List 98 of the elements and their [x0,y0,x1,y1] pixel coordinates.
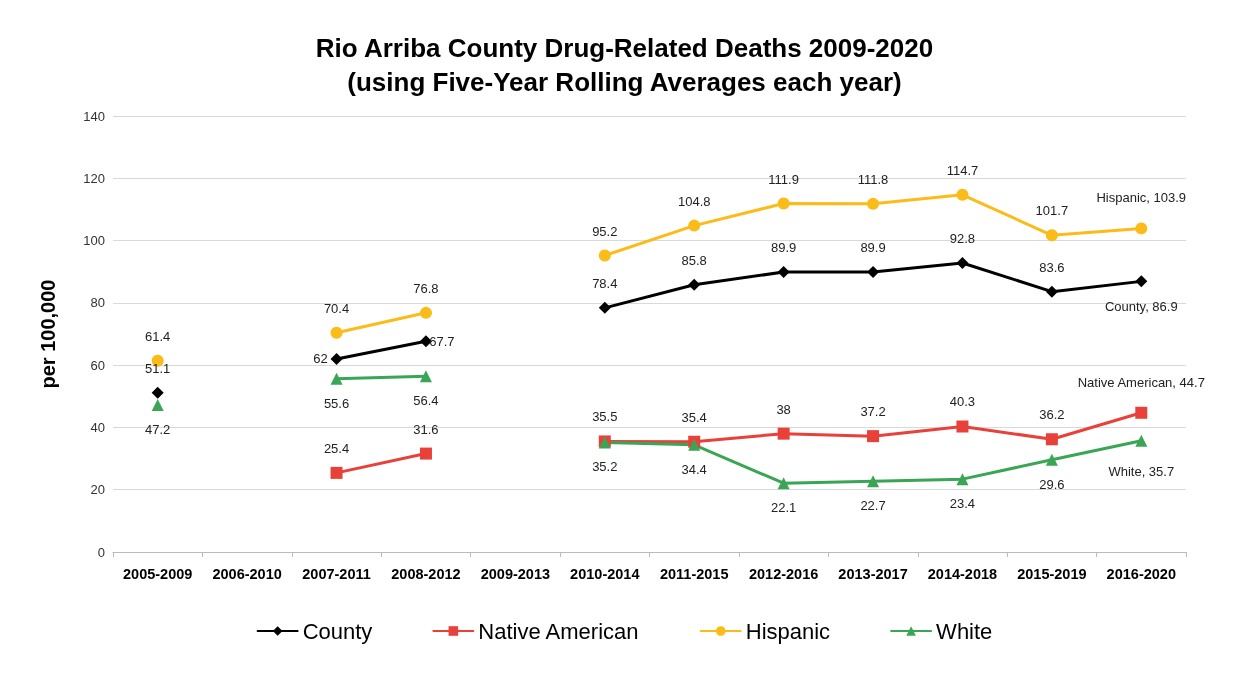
x-tick-label: 2007-2011 [302,565,371,582]
y-tick-label: 100 [83,233,105,249]
data-label: 89.9 [860,240,886,256]
point [151,386,164,399]
x-tick-label: 2014-2018 [927,565,998,582]
data-label: 92.8 [949,230,976,246]
data-label: 78.4 [592,275,618,291]
point [867,197,880,210]
data-label: 111.9 [768,171,799,187]
data-label: 35.2 [592,459,618,475]
data-label: County, 86.9 [1104,299,1178,315]
point [1045,285,1058,298]
point [1135,222,1148,235]
x-tick-label: 2011-2015 [659,565,729,582]
legend-label: Native American [478,618,639,644]
point [867,266,880,279]
y-tick-label: 140 [83,108,105,124]
data-label: Native American, 44.7 [1077,374,1205,390]
point [1045,229,1058,242]
data-label: 40.3 [949,394,976,410]
x-tick-label: 2013-2017 [838,565,908,582]
data-label: 37.2 [860,404,886,420]
point [330,466,343,479]
y-tick-label: 120 [83,170,105,186]
data-label: 83.6 [1039,259,1065,275]
point [956,256,969,269]
data-label: 104.8 [677,193,711,209]
data-label: 111.8 [857,171,889,187]
y-tick-label: 40 [90,419,105,435]
x-tick-label: 2015-2019 [1017,565,1087,582]
data-label: 23.4 [949,496,976,512]
point [598,249,611,262]
data-label: 29.6 [1039,476,1065,492]
data-label: Hispanic, 103.9 [1096,190,1187,206]
chart-title: Rio Arriba County Drug-Related Deaths 2009-2020 (using Five-Year Rolling Averages each year) [315,33,934,97]
data-label: 36.2 [1039,407,1065,423]
data-label: 35.5 [592,409,618,425]
data-label: 89.9 [770,240,797,256]
point [330,372,343,385]
x-tick-label: 2010-2014 [570,565,640,582]
point [419,306,432,319]
data-label: 38 [776,401,791,417]
y-tick-label: 80 [90,295,105,311]
x-tick-label: 2005-2009 [123,565,193,582]
data-label: White, 35.7 [1108,463,1175,479]
data-label: 47.2 [145,422,171,438]
data-label: 31.6 [413,421,439,437]
point [867,430,880,443]
data-label: 61.4 [145,328,171,344]
point [598,301,611,314]
data-label: 114.7 [946,162,979,178]
y-tick-label: 0 [97,544,105,560]
legend-label: White [936,618,993,644]
point [956,473,969,486]
point [1135,275,1148,288]
data-label: 51.1 [145,360,171,376]
x-tick-label: 2006-2010 [212,565,282,582]
point [1135,406,1148,419]
point [777,427,790,440]
point [688,278,701,291]
point [1045,453,1058,466]
y-tick-label: 20 [90,482,105,498]
point [1135,434,1148,447]
data-label: 76.8 [413,280,439,296]
y-axis-title: per 100,000 [37,279,59,389]
data-label: 55.6 [323,395,350,411]
point [777,477,790,490]
x-tick-label: 2009-2013 [480,565,551,582]
data-label: 22.1 [770,500,797,516]
data-label: 22.7 [860,498,886,514]
data-label: 95.2 [592,223,618,239]
point [151,399,164,412]
x-tick-label: 2008-2012 [391,565,461,582]
point [1045,433,1058,446]
data-label: 85.8 [681,252,707,268]
data-label: 34.4 [681,461,707,477]
x-tick-label: 2016-2020 [1106,565,1176,582]
y-tick-label: 60 [90,357,105,373]
data-label: 56.4 [413,393,439,409]
point [330,326,343,339]
data-label: 62 [313,351,328,367]
point [867,475,880,488]
point [419,370,432,383]
x-tick-label: 2012-2016 [748,565,819,582]
data-label: 67.7 [429,333,455,349]
point [956,420,969,433]
point [777,197,790,210]
point [419,447,432,460]
data-label: 35.4 [681,409,707,425]
data-label: 25.4 [323,440,350,456]
point [688,219,701,232]
data-label: 70.4 [323,300,350,316]
point [330,352,343,365]
point [956,188,969,201]
legend-label: Hispanic [745,618,831,644]
legend-label: County [302,618,373,644]
data-label: 101.7 [1035,203,1069,219]
point [777,266,790,279]
